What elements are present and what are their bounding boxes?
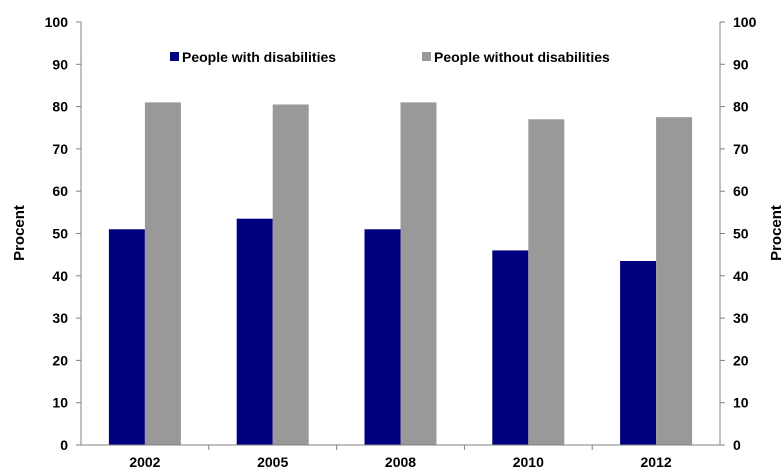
- bar-with-disabilities-2002: [108, 229, 145, 445]
- bar-without-disabilities-2002: [144, 102, 181, 446]
- left-y-tick-label: 80: [52, 99, 68, 115]
- left-y-tick-label: 90: [52, 56, 68, 72]
- left-y-tick-label: 40: [52, 268, 68, 284]
- y-axis-title-right: Procent: [768, 205, 781, 261]
- right-y-tick-label: 0: [733, 437, 741, 453]
- right-y-tick-label: 70: [733, 141, 749, 157]
- right-y-tick-label: 60: [733, 183, 749, 199]
- right-y-tick-label: 80: [733, 99, 749, 115]
- right-y-tick-label: 10: [733, 395, 749, 411]
- bar-without-disabilities-2008: [400, 102, 437, 446]
- left-y-tick-label: 10: [52, 395, 68, 411]
- right-y-tick-label: 30: [733, 310, 749, 326]
- legend-swatch-with-disabilities: [170, 52, 179, 61]
- bar-without-disabilities-2010: [528, 119, 565, 445]
- bar-with-disabilities-2005: [236, 218, 273, 445]
- x-tick-label-2012: 2012: [641, 454, 672, 470]
- legend-swatch-without-disabilities: [422, 52, 431, 61]
- left-y-tick-label: 0: [60, 437, 68, 453]
- left-y-tick-label: 100: [45, 14, 69, 30]
- left-y-tick-label: 70: [52, 141, 68, 157]
- bar-with-disabilities-2008: [364, 229, 401, 445]
- right-y-tick-label: 90: [733, 56, 749, 72]
- right-y-axis-ticks: 0 10 20 30 40 50 60 70 80 90 100: [720, 14, 757, 453]
- bar-without-disabilities-2005: [272, 104, 309, 446]
- legend-label-with-disabilities: People with disabilities: [182, 49, 336, 65]
- left-y-tick-label: 60: [52, 183, 68, 199]
- bars: [108, 102, 693, 446]
- bar-with-disabilities-2012: [620, 260, 657, 445]
- x-tick-label-2002: 2002: [129, 454, 160, 470]
- bar-with-disabilities-2010: [492, 250, 529, 445]
- x-tick-label-2010: 2010: [513, 454, 544, 470]
- right-y-tick-label: 40: [733, 268, 749, 284]
- right-y-tick-label: 50: [733, 226, 749, 242]
- right-y-tick-label: 20: [733, 352, 749, 368]
- bar-without-disabilities-2012: [656, 117, 693, 446]
- legend: People with disabilities People without …: [170, 49, 610, 65]
- legend-label-without-disabilities: People without disabilities: [434, 49, 610, 65]
- left-y-axis-ticks: 0 10 20 30 40 50 60 70 80 90 100: [45, 14, 81, 453]
- y-axis-title-left: Procent: [11, 205, 28, 261]
- left-y-tick-label: 50: [52, 226, 68, 242]
- x-axis-ticks: 2002 2005 2008 2010 2012: [129, 445, 672, 470]
- left-y-tick-label: 30: [52, 310, 68, 326]
- x-tick-label-2008: 2008: [385, 454, 416, 470]
- x-tick-label-2005: 2005: [257, 454, 288, 470]
- left-y-tick-label: 20: [52, 352, 68, 368]
- right-y-tick-label: 100: [733, 14, 757, 30]
